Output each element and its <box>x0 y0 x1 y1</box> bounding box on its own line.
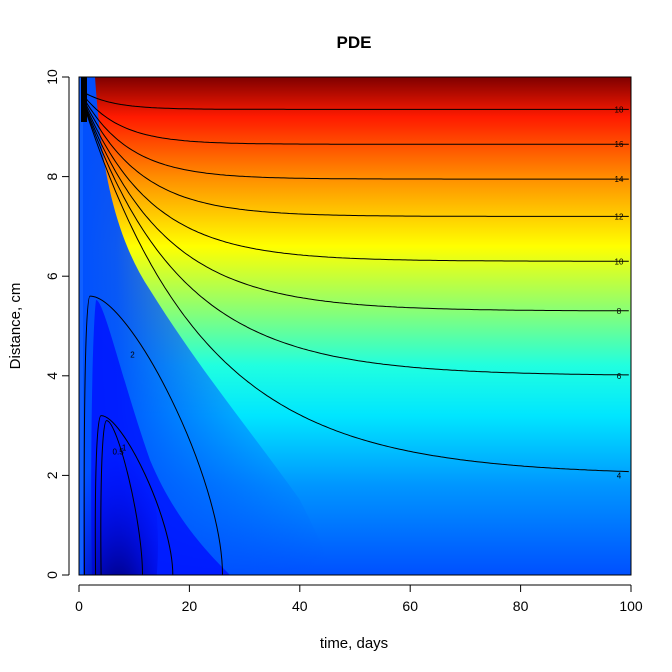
x-tick-label: 100 <box>619 598 643 614</box>
x-axis: 0 20 40 60 80 100 <box>75 584 643 614</box>
x-tick-label: 40 <box>292 598 308 614</box>
y-axis: 0 2 4 6 8 10 <box>44 69 70 579</box>
x-tick-label: 60 <box>402 598 418 614</box>
y-tick-label: 4 <box>44 372 60 380</box>
x-tick-label: 0 <box>75 598 83 614</box>
contour-label: 14 <box>615 175 624 184</box>
low-contour-line <box>100 420 143 575</box>
y-tick-label: 6 <box>44 272 60 280</box>
low-contour-label: 1 <box>122 444 127 453</box>
boundary-marker <box>81 77 87 122</box>
y-tick-label: 10 <box>44 69 60 85</box>
low-contour-line <box>83 295 223 575</box>
y-tick-label: 2 <box>44 471 60 479</box>
y-tick-label: 8 <box>44 172 60 180</box>
plot-frame <box>78 76 632 576</box>
contour-label: 12 <box>615 212 624 221</box>
left-boundary-strip <box>79 77 83 575</box>
x-tick-label: 80 <box>513 598 529 614</box>
contour-line-4 <box>81 99 629 473</box>
contour-line-18 <box>82 91 629 110</box>
contour-label: 18 <box>615 105 624 114</box>
low-contour-label: 0.5 <box>113 448 125 457</box>
contour-label: 16 <box>615 140 624 149</box>
chart-title: PDE <box>337 33 372 52</box>
contour-line-10 <box>81 97 629 262</box>
y-axis-label: Distance, cm <box>7 283 24 370</box>
plot-area: 18 16 14 12 10 8 6 4 2 10.5 <box>79 77 631 575</box>
contour-line-8 <box>81 98 629 312</box>
contour-label: 4 <box>617 471 622 480</box>
contour-line-12 <box>81 96 629 217</box>
contour-line-16 <box>81 93 629 145</box>
contour-line-14 <box>81 95 629 180</box>
y-tick-label: 0 <box>44 571 60 579</box>
contour-label: 8 <box>617 307 622 316</box>
contour-label: 10 <box>615 257 624 266</box>
contour-label: 6 <box>617 372 622 381</box>
contour-line-6 <box>81 99 629 376</box>
x-axis-label: time, days <box>320 635 388 652</box>
low-contour-label: 2 <box>130 350 135 359</box>
contour-lines: 18 16 14 12 10 8 6 4 2 10.5 <box>81 91 629 575</box>
minimum-core <box>79 425 158 575</box>
low-contour-line <box>94 415 174 575</box>
x-tick-label: 20 <box>182 598 198 614</box>
